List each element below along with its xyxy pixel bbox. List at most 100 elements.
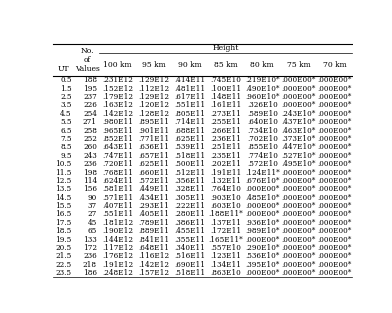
Text: 18.5: 18.5 — [55, 227, 71, 235]
Text: 11.5: 11.5 — [55, 169, 71, 177]
Text: .000E00*: .000E00* — [318, 252, 352, 260]
Text: .000E00*: .000E00* — [281, 210, 316, 218]
Text: .789E11: .789E11 — [139, 219, 170, 227]
Text: .455E11: .455E11 — [174, 227, 205, 235]
Text: .132E11: .132E11 — [211, 177, 241, 185]
Text: .617E11: .617E11 — [174, 93, 205, 101]
Text: .000E00*: .000E00* — [318, 85, 352, 93]
Text: .657E11: .657E11 — [139, 152, 170, 160]
Text: .805E11: .805E11 — [174, 110, 205, 118]
Text: .243E10*: .243E10* — [281, 110, 316, 118]
Text: .000E00*: .000E00* — [281, 93, 316, 101]
Text: .116E12: .116E12 — [138, 252, 170, 260]
Text: .112E12: .112E12 — [138, 85, 170, 93]
Text: .163E12: .163E12 — [102, 101, 133, 110]
Text: .895E11: .895E11 — [139, 118, 170, 126]
Text: .720E11: .720E11 — [102, 160, 133, 168]
Text: 218: 218 — [83, 261, 97, 269]
Text: .855E10: .855E10 — [247, 143, 278, 151]
Text: .000E00*: .000E00* — [318, 261, 352, 269]
Text: .768E11: .768E11 — [102, 169, 133, 177]
Text: 21.5: 21.5 — [55, 252, 71, 260]
Text: .179E12: .179E12 — [102, 93, 133, 101]
Text: .734E10: .734E10 — [247, 127, 278, 135]
Text: 8.5: 8.5 — [60, 143, 71, 151]
Text: .980E11: .980E11 — [102, 118, 133, 126]
Text: .356E11: .356E11 — [174, 177, 205, 185]
Text: 80 km: 80 km — [250, 61, 274, 69]
Text: 10.5: 10.5 — [55, 160, 71, 168]
Text: .134E11: .134E11 — [211, 261, 241, 269]
Text: .774E10: .774E10 — [247, 152, 278, 160]
Text: .841E11: .841E11 — [138, 236, 170, 244]
Text: .516E11: .516E11 — [174, 252, 205, 260]
Text: .000E00*: .000E00* — [281, 269, 316, 277]
Text: .251E11: .251E11 — [211, 143, 241, 151]
Text: 188: 188 — [83, 76, 97, 84]
Text: .231E12: .231E12 — [102, 76, 133, 84]
Text: .000E00*: .000E00* — [281, 177, 316, 185]
Text: .100E11: .100E11 — [211, 85, 241, 93]
Text: .000E00*: .000E00* — [318, 227, 352, 235]
Text: .636E11: .636E11 — [139, 143, 170, 151]
Text: .000E00*: .000E00* — [281, 194, 316, 202]
Text: .512E11: .512E11 — [174, 169, 205, 177]
Text: .688E11: .688E11 — [174, 127, 205, 135]
Text: .142E12: .142E12 — [139, 261, 170, 269]
Text: .536E10*: .536E10* — [245, 252, 279, 260]
Text: 12.5: 12.5 — [55, 177, 71, 185]
Text: .527E10*: .527E10* — [281, 152, 316, 160]
Text: .414E11: .414E11 — [174, 76, 205, 84]
Text: 258: 258 — [83, 127, 97, 135]
Text: .255E11: .255E11 — [211, 118, 241, 126]
Text: .000E00*: .000E00* — [281, 236, 316, 244]
Text: .690E11: .690E11 — [174, 261, 205, 269]
Text: 260: 260 — [83, 143, 97, 151]
Text: .137E11: .137E11 — [211, 219, 241, 227]
Text: 5.5: 5.5 — [60, 118, 71, 126]
Text: .129E12: .129E12 — [139, 76, 170, 84]
Text: 0.5: 0.5 — [60, 76, 71, 84]
Text: 14.5: 14.5 — [55, 194, 71, 202]
Text: 22.5: 22.5 — [55, 261, 71, 269]
Text: .000E00*: .000E00* — [281, 85, 316, 93]
Text: .266E11: .266E11 — [211, 127, 241, 135]
Text: 3.5: 3.5 — [60, 101, 71, 110]
Text: .889E11: .889E11 — [139, 227, 170, 235]
Text: 100 km: 100 km — [103, 61, 132, 69]
Text: .625E11: .625E11 — [139, 160, 170, 168]
Text: .340E11: .340E11 — [174, 244, 205, 252]
Text: .123E11: .123E11 — [211, 252, 241, 260]
Text: 243: 243 — [83, 152, 97, 160]
Text: 90: 90 — [87, 194, 97, 202]
Text: .551E11: .551E11 — [102, 210, 133, 218]
Text: 236: 236 — [83, 252, 97, 260]
Text: .000E00*: .000E00* — [318, 118, 352, 126]
Text: .236E11: .236E11 — [211, 135, 241, 143]
Text: .447E10*: .447E10* — [281, 143, 316, 151]
Text: .395E10*: .395E10* — [245, 261, 279, 269]
Text: 252: 252 — [83, 135, 97, 143]
Text: .191E11: .191E11 — [210, 169, 241, 177]
Text: 95 km: 95 km — [142, 61, 166, 69]
Text: 133: 133 — [83, 236, 97, 244]
Text: .142E12: .142E12 — [102, 110, 133, 118]
Text: .000E00*: .000E00* — [281, 101, 316, 110]
Text: 186: 186 — [83, 269, 97, 277]
Text: .000E00*: .000E00* — [245, 185, 279, 193]
Text: 4.5: 4.5 — [60, 110, 71, 118]
Text: .117E12: .117E12 — [102, 244, 133, 252]
Text: .640E10: .640E10 — [247, 118, 278, 126]
Text: .000E00*: .000E00* — [318, 160, 352, 168]
Text: 27: 27 — [87, 210, 97, 218]
Text: .000E00*: .000E00* — [281, 169, 316, 177]
Text: .000E00*: .000E00* — [318, 143, 352, 151]
Text: .764E10: .764E10 — [211, 185, 241, 193]
Text: .000E00*: .000E00* — [245, 202, 279, 210]
Text: .000E00*: .000E00* — [318, 127, 352, 135]
Text: .157E12: .157E12 — [139, 269, 170, 277]
Text: UT: UT — [58, 65, 69, 73]
Text: .901E11: .901E11 — [138, 127, 170, 135]
Text: .000E00*: .000E00* — [318, 135, 352, 143]
Text: .581E11: .581E11 — [102, 185, 133, 193]
